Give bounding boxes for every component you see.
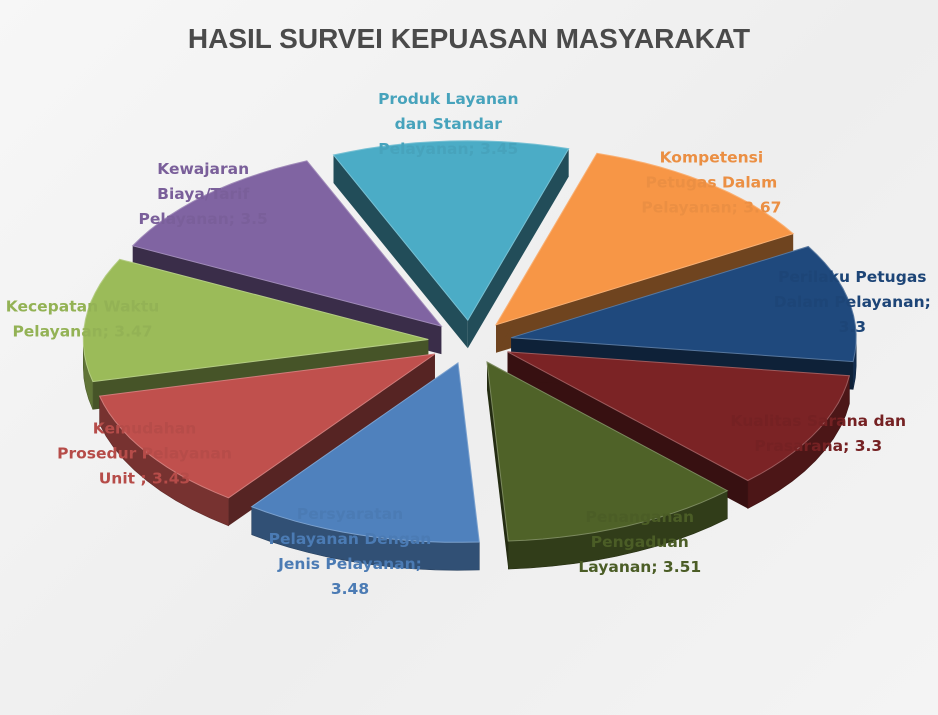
slice-label-line: Kemudahan	[93, 420, 197, 438]
slice-label-line: Unit ; 3.43	[99, 470, 191, 488]
slice-label-persyaratan-pelayanan-dengan-jenis-pelayanan: Persyaratan Pelayanan Dengan Jenis Pelayan…	[269, 505, 432, 598]
slice-label-line: Penanganan	[586, 508, 695, 526]
slice-label-kewajaran-biaya-tarif-pelayanan: Kewajaran Biaya/Tarif Pelayanan; 3.5	[139, 160, 268, 228]
labels-layer: Kompetensi Petugas Dalam Pelayanan; 3.67 Pe…	[6, 90, 931, 598]
pie-slice-top	[486, 361, 729, 542]
slice-label-line: Pelayanan; 3.47	[12, 323, 152, 341]
slice-label-line: Produk Layanan	[378, 90, 518, 108]
slice-label-line: Layanan; 3.51	[578, 558, 701, 576]
pie-slice-persyaratan-pelayanan-dengan-jenis-pelayanan	[250, 362, 480, 571]
slice-label-kompetensi-petugas-dalam-pelayanan: Kompetensi Petugas Dalam Pelayanan; 3.67	[641, 149, 781, 217]
slice-label-line: Prosedur Pelayanan	[57, 445, 232, 463]
slice-label-line: Biaya/Tarif	[157, 185, 249, 203]
slice-label-line: Jenis Pelayanan;	[277, 555, 422, 573]
pie-slice-top	[332, 140, 570, 322]
pie-slice-inner-wall	[487, 362, 509, 569]
pie-slice-top	[511, 245, 857, 363]
slice-label-penanganan-pengaduan-layanan: Penanganan Pengaduan Layanan; 3.51	[578, 508, 701, 576]
slice-label-line: Persyaratan	[297, 505, 403, 523]
slice-label-line: Perilaku Petugas	[778, 268, 926, 286]
slice-label-kualitas-sarana-dan-prasarana: Kualitas Sarana dan Prasarana; 3.3	[731, 412, 907, 455]
slice-label-line: 3.48	[331, 580, 369, 598]
pie-slice-produk-layanan-dan-standar-pelayanan	[332, 140, 570, 349]
slice-label-perilaku-petugas-dalam-pelayanan: Perilaku Petugas Dalam Pelayanan; 3.3	[774, 268, 931, 336]
slice-label-line: 3.3	[839, 318, 866, 336]
pie-slice-top	[82, 258, 429, 383]
slice-label-line: Pengaduan	[591, 533, 689, 551]
chart-title: HASIL SURVEI KEPUASAN MASYARAKAT	[188, 23, 750, 54]
slice-label-line: Pelayanan; 3.5	[139, 210, 268, 228]
slice-label-line: Prasarana; 3.3	[754, 437, 882, 455]
slice-label-line: Petugas Dalam	[646, 174, 778, 192]
slice-label-produk-layanan-dan-standar-pelayanan: Produk Layanan dan Standar Pelayanan; 3.45	[378, 90, 518, 158]
pie-slice-inner-wall	[333, 155, 468, 349]
slice-label-line: Kecepatan Waktu	[6, 298, 160, 316]
slice-label-line: Pelayanan Dengan	[269, 530, 432, 548]
slice-label-line: Kompetensi	[660, 149, 764, 167]
pie-slice-top	[131, 160, 443, 327]
pie-slice-kemudahan-prosedur-pelayanan-unit	[98, 353, 436, 527]
slice-label-line: Dalam Pelayanan;	[774, 293, 931, 311]
slice-label-line: Kualitas Sarana dan	[731, 412, 907, 430]
slices-layer	[82, 140, 857, 571]
pie-slice-top	[507, 351, 851, 482]
pie-slice-top	[250, 362, 480, 543]
slice-label-line: Pelayanan; 3.45	[378, 140, 518, 158]
pie-slice-inner-wall	[467, 148, 569, 349]
pie-slice-top	[98, 353, 436, 499]
pie-slice-penanganan-pengaduan-layanan	[486, 361, 729, 570]
slice-label-kemudahan-prosedur-pelayanan-unit: Kemudahan Prosedur Pelayanan Unit ; 3.43	[57, 420, 232, 488]
pie-slice-top	[494, 152, 795, 326]
pie-slice-inner-wall	[228, 354, 435, 526]
slice-label-line: dan Standar	[395, 115, 503, 133]
slice-label-kecepatan-waktu-pelayanan: Kecepatan Waktu Pelayanan; 3.47	[6, 298, 160, 341]
slice-label-line: Kewajaran	[157, 160, 249, 178]
slice-label-line: Pelayanan; 3.67	[641, 199, 781, 217]
